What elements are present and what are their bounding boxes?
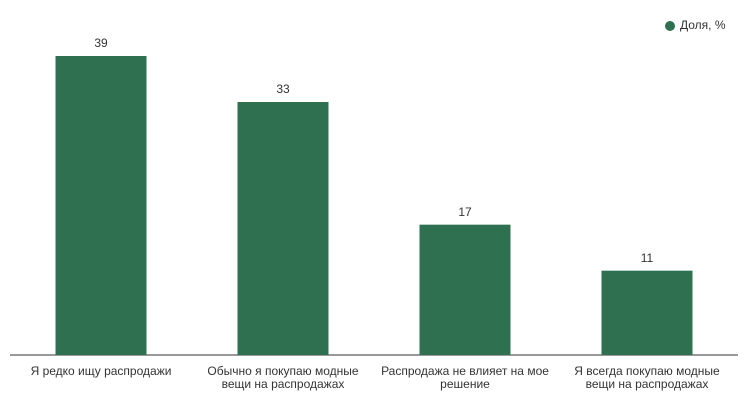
bar — [419, 224, 511, 355]
legend-label: Доля, % — [680, 18, 726, 32]
x-tick-label: Я редко ищу распродажи — [30, 364, 172, 378]
x-tick-label: Распродажа не влияет на мое решение — [381, 364, 549, 391]
data-label: 33 — [276, 82, 290, 96]
bar — [601, 270, 693, 355]
bar — [55, 56, 147, 355]
x-tick-label: Обычно я покупаю модные вещи на распрода… — [207, 364, 359, 391]
bar — [237, 102, 329, 355]
data-label: 39 — [94, 36, 108, 50]
data-label: 17 — [458, 205, 472, 219]
x-tick-label: Я всегда покупаю модные вещи на распрода… — [574, 364, 720, 391]
data-label: 11 — [641, 251, 654, 265]
legend-marker — [665, 21, 675, 31]
